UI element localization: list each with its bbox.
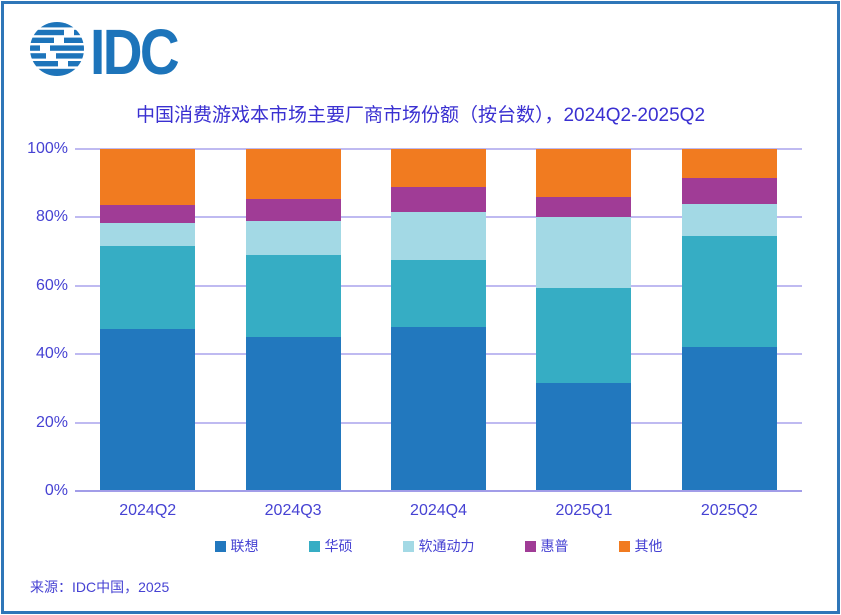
legend-label: 联想 (230, 538, 259, 554)
idc-logo-text: IDC (90, 15, 180, 88)
legend-swatch-icon (618, 540, 630, 552)
x-axis: 2024Q2 2024Q3 2024Q4 2025Q1 2025Q2 (75, 502, 802, 520)
legend: 联想 华硕 软通动力 惠普 其他 (75, 536, 802, 556)
bar-segment (245, 198, 341, 221)
bar-segment (536, 217, 632, 288)
bar-segment (391, 260, 487, 327)
bar-slot-2024q4 (366, 149, 511, 491)
legend-item: 软通动力 (402, 536, 475, 556)
bar-slot-2025q1 (511, 149, 656, 491)
legend-item: 惠普 (524, 536, 569, 556)
bar-slot-2024q2 (75, 149, 220, 491)
bar-segment (245, 220, 341, 256)
gridline-100 (75, 148, 802, 150)
bar-segment (100, 246, 196, 329)
legend-item: 华硕 (308, 536, 353, 556)
idc-logo: IDC (30, 15, 191, 88)
bar-segment (245, 149, 341, 199)
legend-label: 惠普 (540, 538, 569, 554)
bar-2024q4 (391, 149, 487, 491)
legend-label: 其他 (634, 538, 663, 554)
plot-area (75, 148, 802, 492)
bar-2025q2 (681, 149, 777, 491)
bar-segment (536, 149, 632, 197)
legend-label: 软通动力 (418, 538, 475, 554)
bar-segment (681, 149, 777, 179)
bar-segment (681, 236, 777, 348)
legend-swatch-icon (214, 540, 226, 552)
y-tick-label-40: 40% (35, 345, 68, 363)
bar-segment (681, 347, 777, 491)
bar-segment (536, 287, 632, 384)
bar-segment (681, 178, 777, 204)
bar-segment (245, 255, 341, 338)
bar-slot-2024q3 (220, 149, 365, 491)
legend-swatch-icon (524, 540, 536, 552)
bar-segment (391, 212, 487, 261)
legend-item: 联想 (214, 536, 259, 556)
bar-segment (391, 326, 487, 491)
chart-title: 中国消费游戏本市场主要厂商市场份额（按台数），2024Q2-2025Q2 (135, 105, 706, 126)
bar-slot-2025q2 (657, 149, 802, 491)
bar-2024q3 (245, 149, 341, 491)
legend-swatch-icon (402, 540, 414, 552)
legend-swatch-icon (308, 540, 320, 552)
idc-globe-icon (30, 22, 84, 81)
y-tick-label-60: 60% (35, 276, 68, 294)
bar-segment (100, 205, 196, 223)
bar-segment (536, 383, 632, 491)
bar-segment (391, 149, 487, 187)
y-tick-label-100: 100% (27, 140, 68, 157)
y-tick-label-80: 80% (35, 208, 68, 226)
bar-2025q1 (536, 149, 632, 491)
legend-label: 华硕 (324, 538, 353, 554)
x-tick-label-2024q4: 2024Q4 (410, 502, 467, 519)
x-tick-label-2025q2: 2025Q2 (700, 502, 758, 519)
bar-segment (100, 149, 196, 206)
y-axis: 0% 20% 40% 60% 80% 100% (0, 140, 68, 499)
bar-2024q2 (100, 149, 196, 491)
bar-segment (245, 337, 341, 491)
bar-segment (100, 222, 196, 247)
x-tick-label-2024q3: 2024Q3 (264, 502, 322, 519)
x-tick-label-2025q1: 2025Q1 (555, 502, 613, 519)
y-tick-label-20: 20% (35, 413, 68, 431)
bars (75, 149, 802, 491)
legend-item: 其他 (618, 536, 663, 556)
x-tick-label-2024q2: 2024Q2 (119, 502, 177, 519)
bar-segment (100, 328, 196, 491)
bar-segment (681, 203, 777, 237)
source-note: 来源：IDC中国，2025 (30, 579, 170, 595)
gridline-0 (75, 490, 802, 492)
bar-segment (391, 186, 487, 213)
bar-segment (536, 196, 632, 218)
y-tick-label-0: 0% (44, 482, 68, 499)
